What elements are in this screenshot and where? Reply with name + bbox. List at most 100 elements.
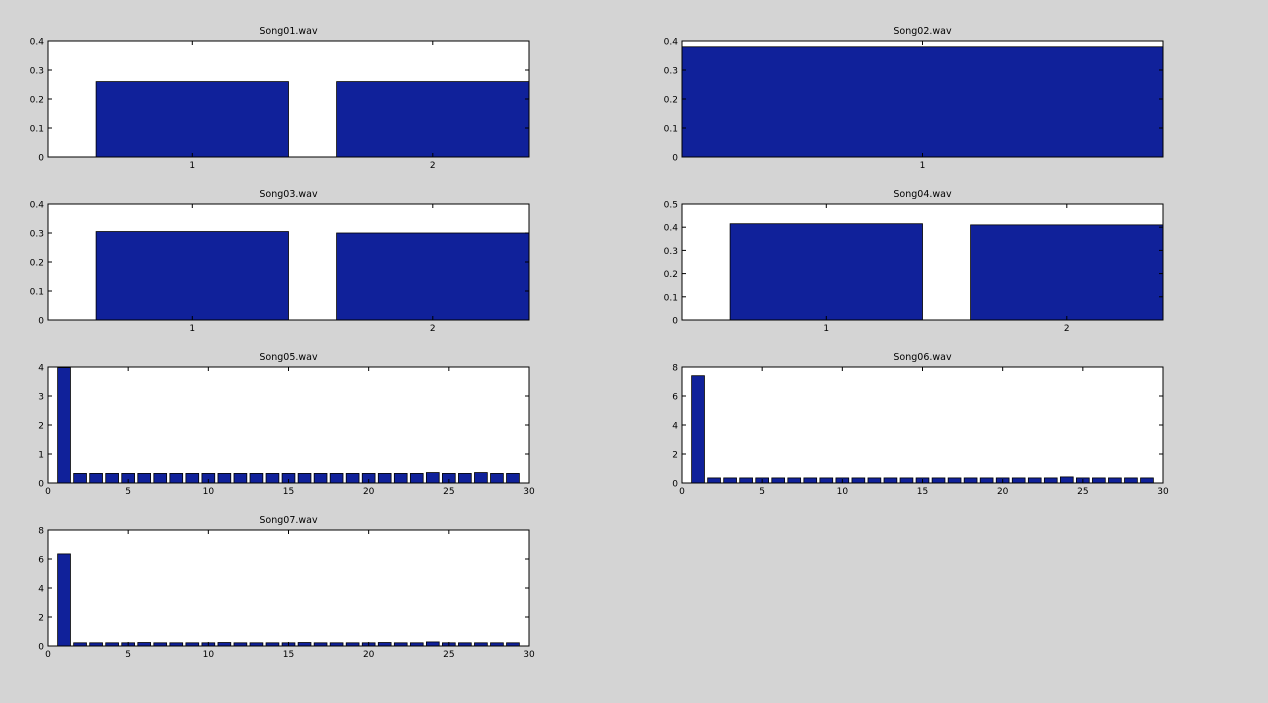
x-tick-label: 20 — [997, 487, 1009, 497]
bar-6 — [771, 477, 786, 483]
y-tick-label: 0 — [38, 480, 44, 490]
y-tick-label: 0.1 — [664, 293, 678, 303]
bar-1 — [57, 553, 71, 646]
x-tick-label: 2 — [430, 324, 436, 334]
bar-8 — [803, 477, 818, 483]
y-tick-label: 0.5 — [664, 201, 678, 211]
bar-8 — [169, 473, 184, 483]
bar-17 — [947, 477, 962, 483]
x-tick-label: 0 — [45, 650, 51, 660]
subplot-title: Song07.wav — [259, 515, 318, 526]
y-tick-label: 4 — [672, 422, 678, 432]
y-tick-label: 0 — [672, 317, 678, 327]
bar-1 — [729, 223, 923, 320]
x-tick-label: 2 — [430, 161, 436, 171]
bar-21 — [377, 642, 392, 646]
bar-3 — [723, 477, 737, 483]
axes-background — [682, 367, 1163, 483]
bar-29 — [1140, 477, 1154, 483]
bar-4 — [105, 473, 119, 483]
bar-24 — [1059, 476, 1074, 483]
y-tick-label: 0.4 — [30, 38, 45, 48]
bar-24 — [425, 472, 440, 483]
bar-23 — [409, 473, 424, 483]
bar-28 — [1124, 477, 1138, 483]
bar-16 — [297, 642, 312, 646]
y-tick-label: 0.2 — [664, 270, 678, 280]
x-tick-label: 15 — [283, 487, 294, 497]
bar-27 — [1108, 477, 1122, 483]
x-tick-label: 1 — [823, 324, 829, 334]
x-tick-label: 10 — [203, 487, 215, 497]
subplot-4: 0 0.1 0.2 0.3 0.4 0.5 1 2 Song04.wav — [664, 189, 1164, 334]
bar-1 — [691, 375, 705, 483]
bar-19 — [345, 473, 360, 483]
bar-24 — [425, 641, 440, 646]
bar-19 — [979, 477, 994, 483]
bar-17 — [313, 473, 328, 483]
bar-2 — [336, 81, 529, 157]
y-tick-label: 0 — [38, 154, 44, 164]
bar-9 — [185, 473, 200, 483]
bar-11 — [851, 477, 866, 483]
y-tick-label: 0.3 — [30, 67, 44, 77]
bar-16 — [931, 477, 946, 483]
x-tick-label: 1 — [920, 161, 926, 171]
y-tick-label: 6 — [38, 556, 44, 566]
x-tick-label: 0 — [45, 487, 51, 497]
bar-series — [95, 231, 529, 320]
x-tick-label: 30 — [1157, 487, 1169, 497]
x-tick-label: 20 — [363, 487, 375, 497]
subplot-6: 0 2 4 6 8 0 5 10 15 20 25 30 Song06.wav — [672, 352, 1169, 497]
x-tick-label: 30 — [523, 487, 535, 497]
y-tick-label: 0.1 — [664, 125, 678, 135]
bar-3 — [89, 473, 103, 483]
bar-2 — [707, 477, 721, 483]
x-tick-label: 30 — [523, 650, 535, 660]
y-tick-label: 0.3 — [664, 67, 678, 77]
bar-18 — [963, 477, 978, 483]
bar-11 — [217, 473, 232, 483]
bar-18 — [329, 473, 344, 483]
subplot-title: Song03.wav — [259, 189, 318, 200]
x-tick-label: 5 — [759, 487, 765, 497]
y-tick-label: 8 — [38, 527, 44, 537]
bar-22 — [393, 473, 408, 483]
y-tick-label: 4 — [38, 364, 44, 374]
axes-background — [48, 530, 529, 646]
axes-background — [48, 367, 529, 483]
x-tick-label: 1 — [189, 324, 195, 334]
x-tick-label: 0 — [679, 487, 685, 497]
y-tick-label: 1 — [38, 451, 44, 461]
y-tick-label: 0.1 — [30, 288, 44, 298]
x-tick-label: 15 — [283, 650, 294, 660]
x-tick-label: 25 — [1077, 487, 1088, 497]
bar-29 — [506, 473, 520, 483]
y-tick-label: 0.2 — [30, 259, 44, 269]
subplot-5: 0 1 2 3 4 0 5 10 15 20 25 30 Song05.wav — [38, 352, 535, 497]
bar-14 — [899, 477, 914, 483]
y-tick-label: 0.4 — [664, 38, 679, 48]
bar-14 — [265, 473, 280, 483]
y-tick-label: 0.4 — [30, 201, 45, 211]
bar-series — [57, 553, 520, 646]
axes-frame — [681, 203, 1164, 321]
subplot-2: 0 0.1 0.2 0.3 0.4 1 Song02.wav — [664, 26, 1164, 171]
bar-1 — [95, 81, 289, 157]
subplot-1: 0 0.1 0.2 0.3 0.4 1 2 Song01.wav — [30, 26, 530, 171]
bar-28 — [490, 473, 504, 483]
x-tick-label: 25 — [443, 487, 454, 497]
y-tick-label: 0 — [38, 643, 44, 653]
x-tick-label: 10 — [203, 650, 215, 660]
y-tick-label: 2 — [38, 614, 44, 624]
bar-21 — [1011, 477, 1026, 483]
bar-16 — [297, 473, 312, 483]
bar-series — [729, 223, 1163, 320]
x-tick-label: 2 — [1064, 324, 1070, 334]
y-tick-label: 0.4 — [664, 224, 679, 234]
bar-series — [682, 46, 1163, 157]
subplot-title: Song05.wav — [259, 352, 318, 363]
bar-26 — [458, 473, 472, 483]
